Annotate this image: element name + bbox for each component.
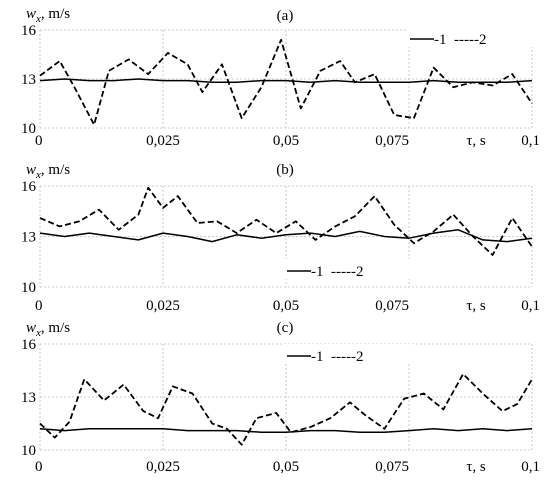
legend: -1 -----2 [283, 344, 413, 365]
y-tick-label: 10 [21, 280, 36, 296]
y-tick-label: 16 [21, 337, 37, 353]
legend-background [406, 27, 536, 47]
x-axis-label: τ, s [466, 298, 486, 314]
y-axis-var: w [26, 6, 36, 22]
legend: -1 -----2 [406, 27, 536, 48]
y-axis-sub: x [35, 327, 41, 339]
y-axis-label: wx, m/s [26, 162, 70, 181]
y-tick-label: 13 [21, 390, 36, 406]
x-tick-label: 0 [35, 298, 43, 314]
legend-label-2: -----2 [331, 264, 363, 280]
legend-label-1: -1 [311, 349, 324, 365]
y-axis-unit: , m/s [41, 6, 70, 22]
legend-background [283, 344, 413, 364]
panel-1: 10 13 16 0 0,025 0,05 0,075 0,1 τ, s wx, m/s (a) -1… [21, 6, 540, 149]
x-tick-label: 0,025 [146, 133, 180, 149]
y-axis-unit: , m/s [41, 162, 70, 178]
panel-tag: (a) [277, 8, 294, 24]
x-tick-label: 0,1 [521, 133, 540, 149]
x-tick-label: 0,05 [273, 133, 299, 149]
x-axis-label: τ, s [466, 459, 486, 475]
x-tick-label: 0 [35, 459, 43, 475]
series-line-1 [39, 428, 533, 434]
y-tick-label: 16 [21, 179, 37, 195]
y-tick-label: 13 [21, 230, 36, 246]
series-line-2 [39, 38, 533, 126]
x-tick-label: 0,075 [375, 133, 409, 149]
x-tick-label: 0,025 [146, 298, 180, 314]
legend-label-2: -----2 [454, 32, 486, 48]
y-tick-label: 10 [21, 121, 36, 137]
panel-3: 10 13 16 0 0,025 0,05 0,075 0,1 τ, s wx, m/s (c) -1… [21, 320, 540, 475]
x-tick-label: 0,025 [146, 459, 180, 475]
legend-label-2: -----2 [331, 349, 363, 365]
y-axis-var: w [26, 162, 36, 178]
series-line-2 [39, 186, 533, 256]
series-line-1 [39, 229, 533, 243]
y-axis-sub: x [35, 169, 41, 181]
legend: -1 -----2 [283, 259, 413, 280]
series-line-2 [39, 373, 533, 446]
x-tick-label: 0,075 [375, 298, 409, 314]
x-tick-label: 0 [35, 133, 43, 149]
y-axis-var: w [26, 320, 36, 336]
legend-label-1: -1 [434, 32, 447, 48]
panel-2: 10 13 16 0 0,025 0,05 0,075 0,1 τ, s wx, m/s (b) -1… [21, 162, 540, 314]
series-line-1 [39, 78, 533, 84]
y-tick-label: 16 [21, 23, 37, 39]
legend-background [283, 259, 413, 279]
x-tick-label: 0,1 [521, 298, 540, 314]
y-axis-label: wx, m/s [26, 320, 70, 339]
x-tick-label: 0,05 [273, 459, 299, 475]
x-tick-label: 0,05 [273, 298, 299, 314]
y-axis-unit: , m/s [41, 320, 70, 336]
x-axis-label: τ, s [466, 133, 486, 149]
y-axis-label: wx, m/s [26, 6, 70, 25]
y-tick-label: 10 [21, 443, 36, 459]
y-tick-label: 13 [21, 72, 36, 88]
x-tick-label: 0,1 [521, 459, 540, 475]
x-tick-label: 0,075 [375, 459, 409, 475]
legend-label-1: -1 [311, 264, 324, 280]
panel-tag: (c) [277, 320, 294, 336]
y-axis-sub: x [35, 13, 41, 25]
panel-tag: (b) [276, 162, 294, 178]
